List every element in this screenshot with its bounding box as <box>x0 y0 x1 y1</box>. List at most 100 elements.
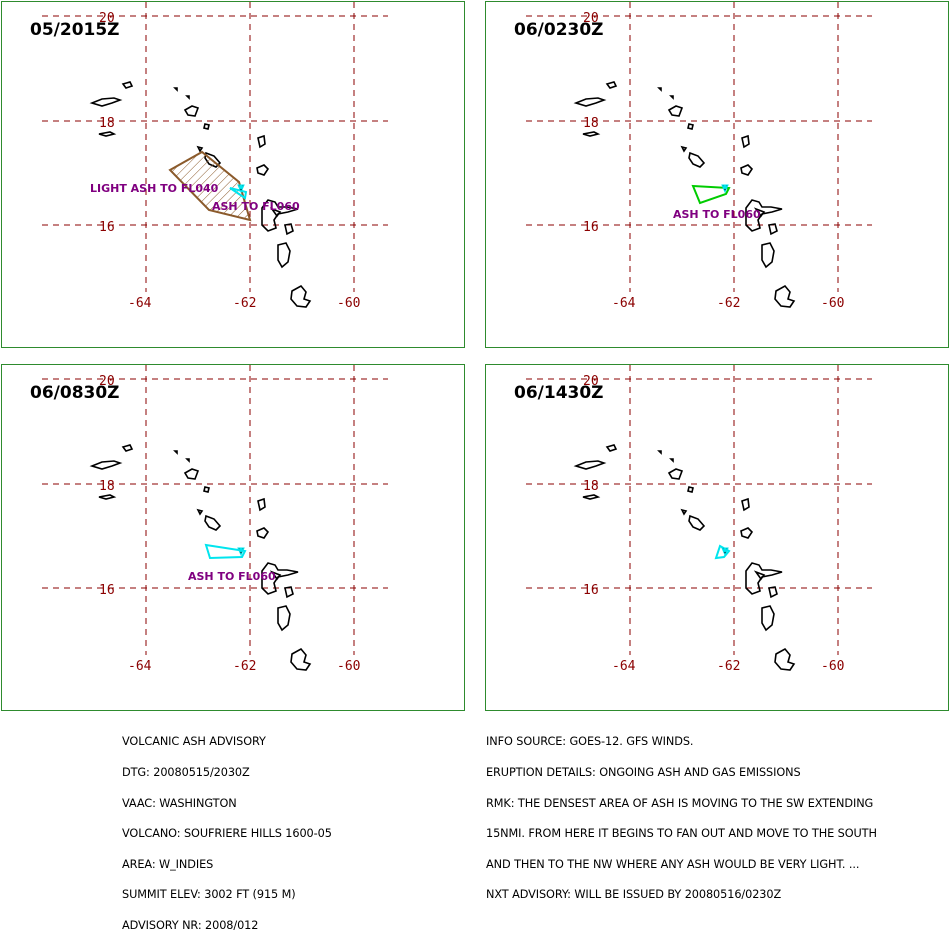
island-outline <box>657 87 662 92</box>
longitude-label: -64 <box>612 296 636 311</box>
longitude-label: -62 <box>233 659 256 674</box>
island-outline <box>768 223 778 236</box>
map-canvas-4: 20 18 16 -64 -62 -60 <box>526 365 872 674</box>
advisory-line: VAAC: WASHINGTON <box>122 796 237 810</box>
latitude-label: 16 <box>99 220 115 235</box>
island-outline <box>657 450 662 455</box>
island-outline <box>173 450 178 455</box>
longitude-label: -60 <box>821 296 844 311</box>
advisory-header-right: INFO SOURCE: GOES-12. GFS WINDS. ERUPTIO… <box>486 717 877 911</box>
island-outline <box>740 164 754 176</box>
island-outline <box>741 134 750 149</box>
island-outline <box>257 134 266 149</box>
advisory-line: ERUPTION DETAILS: ONGOING ASH AND GAS EM… <box>486 766 801 779</box>
map-canvas-3: 20 18 16 -64 -62 -60 <box>42 365 388 674</box>
advisory-line: DTG: 20080515/2030Z <box>122 766 250 779</box>
island-outline <box>277 242 291 269</box>
island-outline <box>256 164 270 176</box>
advisory-line: NXT ADVISORY: WILL BE ISSUED BY 20080516… <box>486 888 782 902</box>
ash-label: ASH TO FL060 <box>673 208 761 221</box>
island-outline <box>774 284 796 308</box>
latitude-label: 18 <box>99 479 115 494</box>
island-outline <box>269 207 282 218</box>
advisory-line: ADVISORY NR: 2008/012 <box>122 918 259 932</box>
island-outline <box>185 458 190 463</box>
island-outline <box>290 647 312 671</box>
advisory-line: AREA: W_INDIES <box>122 857 214 871</box>
island-outline <box>745 562 783 595</box>
map-canvas-2: 20 18 16 -64 -62 -60 <box>526 2 872 311</box>
map-panel-2: 20 18 16 -64 -62 -60 06/0230Z ASH TO FL060 <box>485 1 949 348</box>
ash-area <box>204 543 247 560</box>
ash-label-light: LIGHT ASH TO FL040 <box>90 182 219 195</box>
map-canvas-1: 20 18 16 -64 -62 -60 <box>42 2 388 311</box>
island-outline <box>269 570 282 581</box>
longitude-label: -64 <box>612 659 636 674</box>
island-outline <box>740 527 754 539</box>
longitude-label: -64 <box>128 659 152 674</box>
island-outline <box>256 527 270 539</box>
latitude-label: 20 <box>583 11 599 26</box>
island-outline <box>257 497 266 512</box>
island-outline <box>284 223 294 236</box>
latitude-label: 20 <box>99 374 115 389</box>
advisory-line: AND THEN TO THE NW WHERE ANY ASH WOULD B… <box>486 857 860 871</box>
ash-area-dense <box>229 187 248 200</box>
longitude-label: -62 <box>233 296 256 311</box>
longitude-label: -60 <box>337 296 360 311</box>
longitude-label: -60 <box>821 659 844 674</box>
ash-label: ASH TO FL060 <box>212 200 300 213</box>
advisory-line: VOLCANIC ASH ADVISORY <box>122 735 266 749</box>
island-outline <box>203 486 210 493</box>
island-outline <box>774 647 796 671</box>
volcano-marker-dot <box>239 548 243 552</box>
latitude-label: 16 <box>99 583 115 598</box>
island-outline <box>261 199 299 232</box>
island-outline <box>277 605 291 632</box>
volcano-marker-dot <box>239 185 243 189</box>
island-outline <box>667 468 684 480</box>
ash-area-light <box>168 150 252 222</box>
island-outline <box>605 81 618 89</box>
panel-time: 06/0830Z <box>30 383 120 403</box>
island-outline <box>753 570 766 581</box>
island-outline <box>741 497 750 512</box>
advisory-line: INFO SOURCE: GOES-12. GFS WINDS. <box>486 735 694 749</box>
island-outline <box>761 605 775 632</box>
advisory-header-left: VOLCANIC ASH ADVISORY DTG: 20080515/2030… <box>122 717 332 941</box>
island-outline <box>89 460 123 470</box>
ash-label: ASH TO FL060 <box>188 570 276 583</box>
panel-time: 06/0230Z <box>514 20 604 40</box>
island-outline <box>203 123 210 130</box>
island-outline <box>605 444 618 452</box>
map-panel-1: 20 18 16 -64 -62 -60 05/2015Z LIGHT ASH TO FL… <box>1 1 465 348</box>
island-outline <box>290 284 312 308</box>
island-outline <box>582 131 601 137</box>
island-outline <box>121 81 134 89</box>
island-outline <box>98 131 117 137</box>
latitude-label: 16 <box>583 220 599 235</box>
island-outline <box>582 494 601 500</box>
island-outline <box>183 105 200 117</box>
latitude-label: 20 <box>583 374 599 389</box>
island-outline <box>688 514 706 531</box>
longitude-label: -62 <box>717 296 740 311</box>
island-outline <box>669 95 674 100</box>
island-outline <box>745 199 783 232</box>
island-outline <box>680 145 688 153</box>
panel-time: 06/1430Z <box>514 383 604 403</box>
panel-time: 05/2015Z <box>30 20 120 40</box>
advisory-line: 15NMI. FROM HERE IT BEGINS TO FAN OUT AN… <box>486 827 877 841</box>
island-outline <box>183 468 200 480</box>
latitude-label: 16 <box>583 583 599 598</box>
island-outline <box>768 586 778 599</box>
island-outline <box>261 562 299 595</box>
volcano-marker-dot <box>723 185 727 189</box>
latitude-label: 18 <box>583 479 599 494</box>
advisory-line: RMK: THE DENSEST AREA OF ASH IS MOVING T… <box>486 796 874 810</box>
island-outline <box>98 494 117 500</box>
island-outline <box>688 151 706 168</box>
island-outline <box>196 145 204 153</box>
island-outline <box>196 508 204 516</box>
map-panel-4: 20 18 16 -64 -62 -60 06/1430Z <box>485 364 949 711</box>
